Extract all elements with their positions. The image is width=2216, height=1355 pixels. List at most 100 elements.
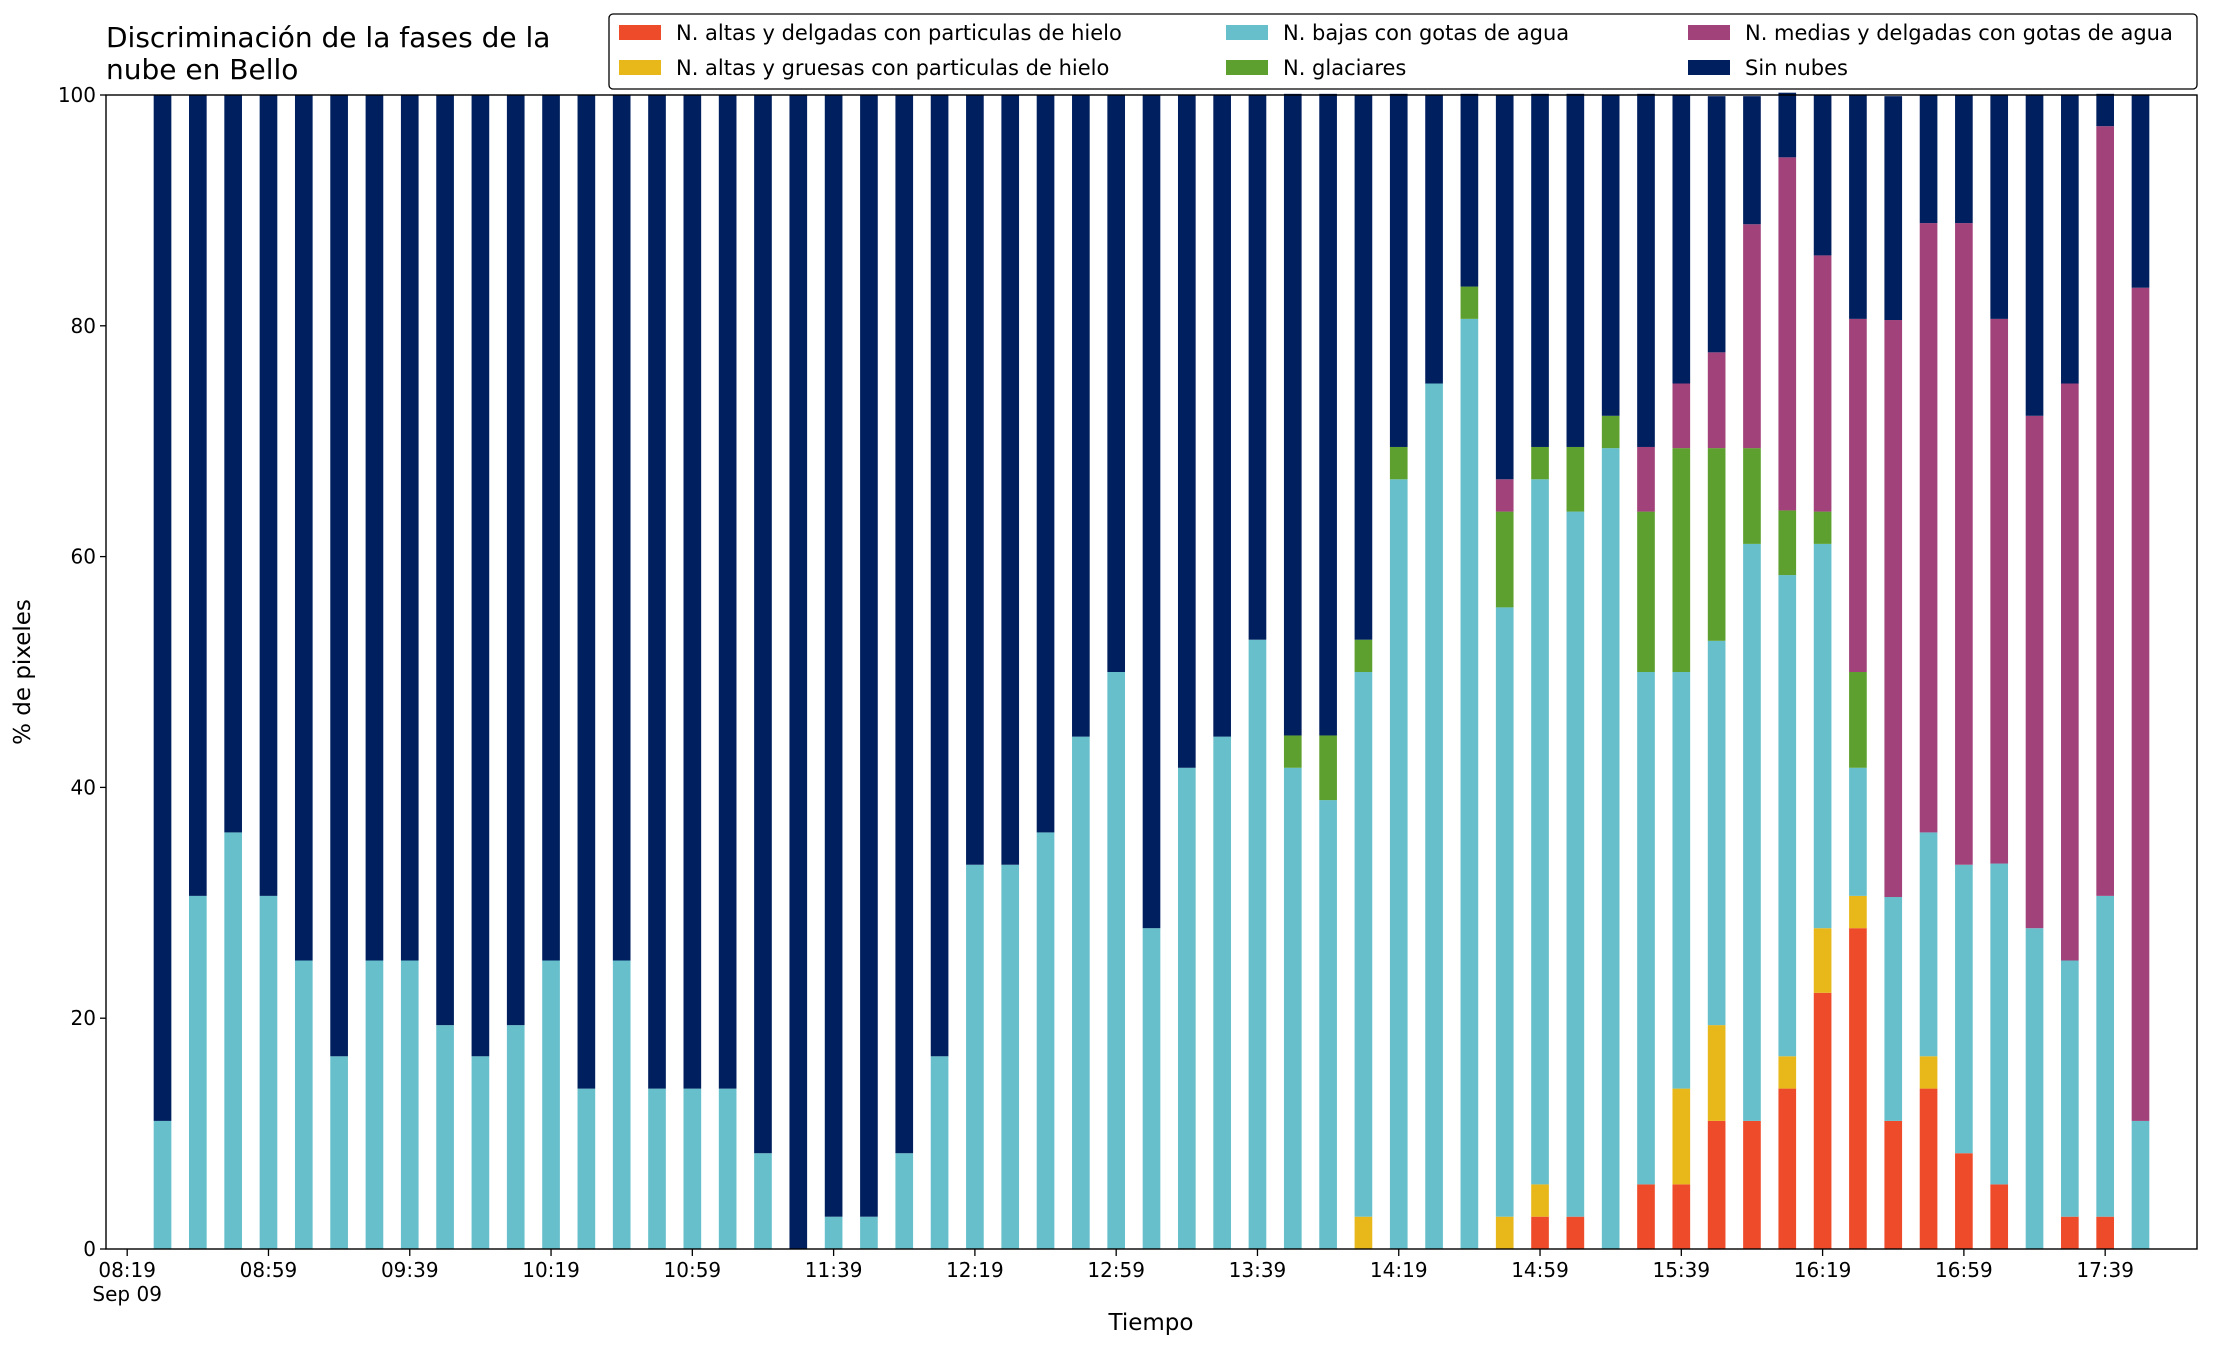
bar-segment — [1884, 1120, 1903, 1249]
bar-segment — [612, 95, 631, 961]
x-tick-label: 14:19 — [1370, 1258, 1428, 1282]
x-tick-label: 10:59 — [664, 1258, 722, 1282]
bar-segment — [577, 1088, 596, 1249]
bar-segment — [648, 1088, 666, 1249]
bar-segment — [1142, 95, 1161, 929]
bar-segment — [1283, 93, 1302, 736]
bar-segment — [1566, 1216, 1585, 1249]
bar-segment — [1072, 95, 1090, 737]
bar-segment — [789, 95, 808, 1249]
x-tick-label: 08:19 — [98, 1258, 156, 1282]
bar-segment — [2096, 895, 2114, 1217]
bar-segment — [1707, 96, 1726, 353]
bar-segment — [1672, 383, 1691, 449]
bar-segment — [1849, 928, 1867, 1249]
bar-segment — [718, 95, 737, 1089]
bar-segment — [1213, 736, 1231, 1249]
y-tick-label: 40 — [71, 775, 96, 799]
bar-segment — [2131, 1120, 2150, 1249]
bar-segment — [1743, 543, 1761, 1121]
bar-segment — [1919, 1088, 1938, 1249]
bar-segment — [1460, 93, 1479, 287]
legend-label: N. medias y delgadas con gotas de agua — [1745, 21, 2173, 45]
bar-segment — [577, 95, 596, 1089]
bar-segment — [1778, 575, 1797, 1057]
bar-segment — [1990, 318, 2009, 864]
bar-segment — [1248, 95, 1267, 640]
bar-segment — [1495, 95, 1514, 480]
bar-segment — [1319, 93, 1337, 736]
bar-segment — [365, 960, 384, 1249]
bar-segment — [1495, 479, 1514, 512]
bar-segment — [1531, 93, 1549, 447]
x-tick-label: 17:39 — [2076, 1258, 2134, 1282]
bar-segment — [400, 960, 419, 1249]
bar-segment — [612, 960, 631, 1249]
bar-segment — [1001, 95, 1020, 865]
bar-segment — [2061, 960, 2079, 1217]
bar-segment — [1460, 318, 1479, 1250]
bar-segment — [1177, 95, 1196, 768]
bar-segment — [1531, 479, 1549, 1185]
bar-segment — [1036, 95, 1055, 833]
legend-swatch — [1688, 60, 1730, 75]
x-tick-label: 12:59 — [1087, 1258, 1145, 1282]
bar-segment — [1637, 446, 1655, 512]
bar-segment — [1672, 672, 1691, 1089]
bar-segment — [1707, 1025, 1726, 1121]
bar-segment — [259, 895, 278, 1249]
bar-segment — [1813, 255, 1832, 512]
bar-segment — [1813, 95, 1832, 256]
bar-segment — [1001, 864, 1020, 1249]
legend-label: N. bajas con gotas de agua — [1283, 21, 1569, 45]
bar-segment — [1354, 95, 1373, 640]
legend-label: Sin nubes — [1745, 56, 1848, 80]
bar-segment — [506, 95, 525, 1026]
bar-segment — [2096, 126, 2114, 896]
bar-segment — [754, 95, 772, 1154]
legend-swatch — [619, 60, 661, 75]
bar-segment — [1319, 735, 1337, 801]
bar-segment — [1531, 1184, 1549, 1217]
x-axis-label: Tiempo — [1108, 1310, 1194, 1336]
bar-segment — [1354, 639, 1373, 672]
y-tick-label: 100 — [58, 83, 96, 107]
bar-segment — [1919, 1056, 1938, 1089]
bar-segment — [1707, 640, 1726, 1026]
bar-segment — [330, 1056, 348, 1249]
bar-segment — [966, 95, 984, 865]
x-date-label: Sep 09 — [92, 1282, 162, 1306]
y-tick-label: 20 — [71, 1006, 96, 1030]
bar-segment — [1707, 448, 1726, 641]
bar-segment — [2061, 383, 2079, 961]
bar-segment — [1813, 992, 1832, 1249]
bar-segment — [1354, 1216, 1373, 1249]
x-tick-label: 12:19 — [946, 1258, 1004, 1282]
x-tick-label: 16:19 — [1794, 1258, 1852, 1282]
bar-segment — [1743, 448, 1761, 544]
bar-segment — [153, 95, 172, 1121]
bar-segment — [365, 95, 384, 961]
bar-segment — [1778, 157, 1797, 511]
bar-segment — [1601, 448, 1620, 1249]
bar-segment — [1743, 224, 1761, 449]
bar-segment — [860, 95, 878, 1217]
x-tick-label: 10:19 — [522, 1258, 580, 1282]
legend-label: N. altas y gruesas con particulas de hie… — [676, 56, 1109, 80]
bar-segment — [895, 1153, 914, 1249]
bar-segment — [2025, 415, 2044, 929]
bar-segment — [1460, 286, 1479, 319]
bar-segment — [1495, 511, 1514, 608]
bar-segment — [1637, 1184, 1655, 1249]
bar-segment — [1319, 800, 1337, 1249]
bar-segment — [1495, 607, 1514, 1217]
x-tick-label: 09:39 — [381, 1258, 439, 1282]
bar-segment — [1637, 511, 1655, 672]
bar-segment — [1354, 672, 1373, 1217]
bar-segment — [259, 95, 278, 896]
bar-segment — [1849, 95, 1867, 319]
x-tick-label: 15:39 — [1652, 1258, 1710, 1282]
bar-segment — [1990, 863, 2009, 1185]
